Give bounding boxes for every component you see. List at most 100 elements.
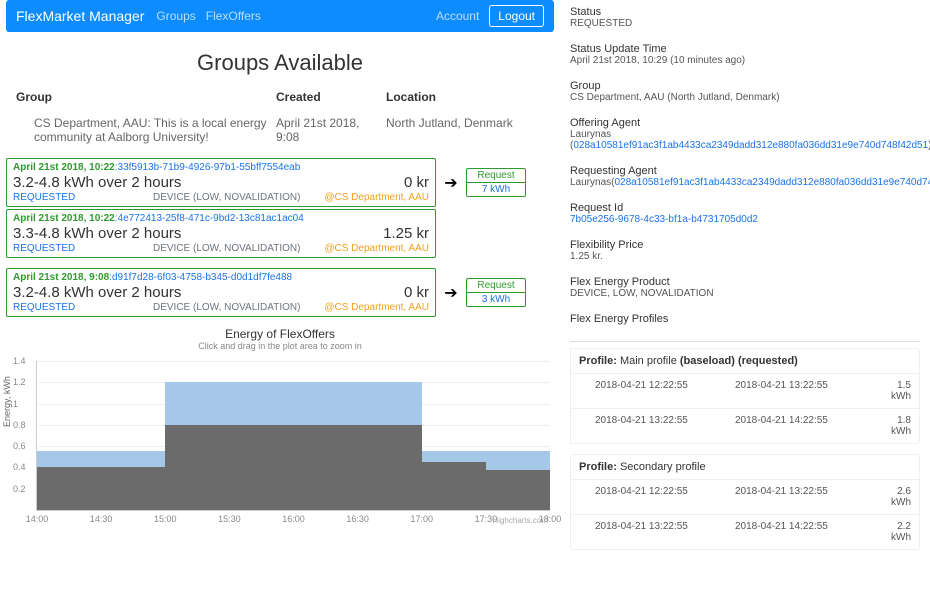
offer-device: DEVICE (LOW, NOVALIDATION) [153, 302, 324, 313]
y-tick: 1 [13, 399, 18, 409]
status-val: REQUESTED [570, 18, 920, 29]
offer-timestamp: April 21st 2018, 10:22 [13, 213, 115, 224]
y-tick: 0.8 [13, 420, 26, 430]
x-tick: 16:30 [346, 514, 369, 524]
offering-agent-val: Laurynas (028a10581ef91ac3f1ab4433ca2349… [570, 129, 920, 151]
flex-product-key: Flex Energy Product [570, 276, 920, 288]
request-id-val[interactable]: 7b05e256-9678-4c33-bf1a-b4731705d0d2 [570, 214, 758, 225]
request-energy: 7 kWh [467, 183, 525, 196]
request-id-key: Request Id [570, 202, 920, 214]
y-tick: 1.2 [13, 377, 26, 387]
offer-timestamp: April 21st 2018, 9:08 [13, 272, 109, 283]
offer-status: REQUESTED [13, 243, 153, 254]
offering-agent-key: Offering Agent [570, 117, 920, 129]
profile-header[interactable]: Profile: Secondary profile [571, 455, 919, 479]
col-created: Created [276, 90, 386, 104]
group-name: CS Department, AAU: This is a local ener… [34, 116, 276, 144]
x-tick: 14:30 [90, 514, 113, 524]
profiles-title: Flex Energy Profiles [570, 313, 920, 325]
bar-lower [101, 467, 165, 510]
page-title: Groups Available [6, 50, 554, 76]
chart-title: Energy of FlexOffers [6, 327, 554, 341]
offer-status: REQUESTED [13, 192, 153, 203]
bar-lower [37, 467, 101, 510]
x-tick: 17:00 [410, 514, 433, 524]
status-time-key: Status Update Time [570, 43, 920, 55]
arrow-right-icon: ➔ [436, 173, 466, 193]
request-button[interactable]: Request [467, 169, 525, 183]
energy-chart[interactable]: Energy, kWh 0.20.40.60.811.21.414:0014:3… [6, 357, 554, 527]
navbar: FlexMarket Manager Groups FlexOffers Acc… [6, 0, 554, 32]
offer-device: DEVICE (LOW, NOVALIDATION) [153, 192, 324, 203]
x-tick: 15:30 [218, 514, 241, 524]
detail-panel: StatusREQUESTED Status Update TimeApril … [560, 0, 930, 566]
group-key: Group [570, 80, 920, 92]
x-tick: 16:00 [282, 514, 305, 524]
offer-price: 0 kr [404, 174, 429, 191]
group-val: CS Department, AAU (North Jutland, Denma… [570, 92, 920, 103]
chart-subtitle: Click and drag in the plot area to zoom … [6, 341, 554, 351]
requesting-agent-key: Requesting Agent [570, 165, 920, 177]
request-box: Request3 kWh [466, 278, 526, 307]
status-time-val: April 21st 2018, 10:29 (10 minutes ago) [570, 55, 920, 66]
flex-product-val: DEVICE, LOW, NOVALIDATION [570, 288, 920, 299]
nav-flexoffers[interactable]: FlexOffers [206, 9, 261, 23]
requesting-agent-hash[interactable]: 028a10581ef91ac3f1ab4433ca2349dadd312e88… [614, 177, 930, 188]
flex-offer-card[interactable]: April 21st 2018, 10:22:33f5913b-71b9-492… [6, 158, 436, 207]
bar-lower [294, 425, 358, 510]
flex-offer-card[interactable]: April 21st 2018, 10:22:4e772413-25f8-471… [6, 209, 436, 258]
chart-ylabel: Energy, kWh [2, 376, 12, 427]
x-tick: 14:00 [26, 514, 49, 524]
profile-block: Profile: Main profile (baseload) (reques… [570, 348, 920, 444]
group-created: April 21st 2018, 9:08 [276, 116, 386, 144]
offer-desc: 3.2-4.8 kWh over 2 hours [13, 284, 404, 301]
request-button[interactable]: Request [467, 279, 525, 293]
offer-location: @CS Department, AAU [324, 302, 429, 313]
requesting-agent-val: Laurynas(028a10581ef91ac3f1ab4433ca2349d… [570, 177, 920, 188]
flex-price-key: Flexibility Price [570, 239, 920, 251]
group-location: North Jutland, Denmark [386, 116, 544, 144]
col-location: Location [386, 90, 544, 104]
request-box: Request7 kWh [466, 168, 526, 197]
offering-agent-hash[interactable]: 028a10581ef91ac3f1ab4433ca2349dadd312e88… [573, 140, 928, 151]
offer-price: 1.25 kr [383, 225, 429, 242]
y-tick: 0.2 [13, 484, 26, 494]
profile-row: 2018-04-21 13:22:552018-04-21 14:22:552.… [571, 514, 919, 549]
col-group: Group [16, 90, 276, 104]
nav-groups[interactable]: Groups [156, 9, 195, 23]
offer-price: 0 kr [404, 284, 429, 301]
arrow-right-icon: ➔ [436, 283, 466, 303]
bar-lower [486, 470, 550, 510]
flex-price-val: 1.25 kr. [570, 251, 920, 262]
offer-device: DEVICE (LOW, NOVALIDATION) [153, 243, 324, 254]
y-tick: 0.6 [13, 441, 26, 451]
bar-lower [358, 425, 422, 510]
profile-row: 2018-04-21 12:22:552018-04-21 13:22:551.… [571, 373, 919, 408]
group-row[interactable]: CS Department, AAU: This is a local ener… [6, 112, 554, 158]
chart-credit: Highcharts.com [492, 516, 548, 525]
offer-location: @CS Department, AAU [324, 192, 429, 203]
y-tick: 1.4 [13, 356, 26, 366]
bar-lower [422, 462, 486, 510]
profile-header[interactable]: Profile: Main profile (baseload) (reques… [571, 349, 919, 373]
y-tick: 0.4 [13, 462, 26, 472]
x-tick: 15:00 [154, 514, 177, 524]
nav-account[interactable]: Account [436, 9, 479, 23]
offer-timestamp: April 21st 2018, 10:22 [13, 162, 115, 173]
profile-row: 2018-04-21 12:22:552018-04-21 13:22:552.… [571, 479, 919, 514]
profile-block: Profile: Secondary profile2018-04-21 12:… [570, 454, 920, 550]
brand[interactable]: FlexMarket Manager [16, 8, 144, 24]
request-energy: 3 kWh [467, 293, 525, 306]
bar-lower [229, 425, 293, 510]
offer-desc: 3.2-4.8 kWh over 2 hours [13, 174, 404, 191]
offer-location: @CS Department, AAU [324, 243, 429, 254]
offer-desc: 3.3-4.8 kWh over 2 hours [13, 225, 383, 242]
offer-id[interactable]: :d91f7d28-6f03-4758-b345-d0d1df7fe488 [109, 272, 292, 283]
profile-row: 2018-04-21 13:22:552018-04-21 14:22:551.… [571, 408, 919, 443]
logout-button[interactable]: Logout [489, 5, 544, 27]
offer-id[interactable]: :33f5913b-71b9-4926-97b1-55bff7554eab [115, 162, 301, 173]
flex-offer-card[interactable]: April 21st 2018, 9:08:d91f7d28-6f03-4758… [6, 268, 436, 317]
bar-lower [165, 425, 229, 510]
offer-id[interactable]: :4e772413-25f8-471c-9bd2-13c81ac1ac04 [115, 213, 304, 224]
status-key: Status [570, 6, 920, 18]
